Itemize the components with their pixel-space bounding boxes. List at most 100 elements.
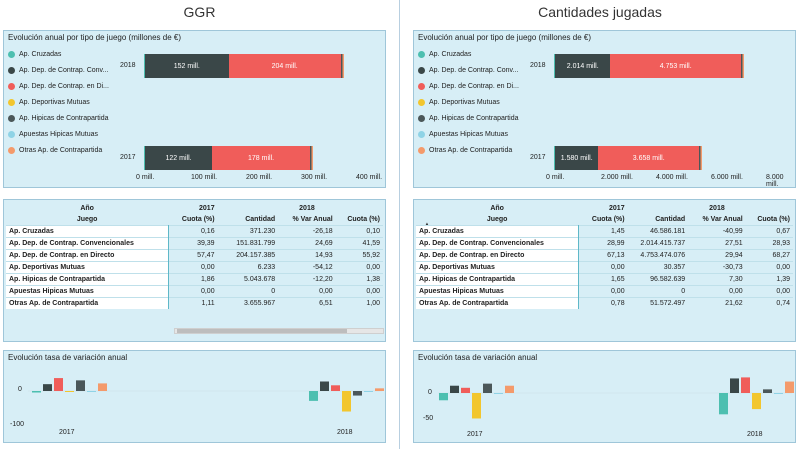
variation-bar[interactable] bbox=[472, 393, 481, 419]
bar-segment-directo[interactable]: 204 mill. bbox=[228, 54, 341, 78]
variation-bar[interactable] bbox=[342, 391, 351, 412]
header-var-anual[interactable]: % Var Anual bbox=[702, 215, 743, 223]
bar-segment-convencionales[interactable]: 1.580 mill. bbox=[555, 146, 599, 170]
variation-bar[interactable] bbox=[505, 385, 514, 393]
table-row[interactable]: Ap. Hipicas de Contrapartida 1,65 96.582.6… bbox=[416, 272, 793, 285]
header-game[interactable]: Juego bbox=[486, 215, 508, 223]
variation-bar[interactable] bbox=[785, 381, 794, 393]
variation-bar[interactable] bbox=[87, 391, 96, 392]
variation-bar[interactable] bbox=[375, 388, 384, 391]
header-year[interactable]: Año bbox=[80, 205, 94, 212]
ggr-table-scrollbar[interactable] bbox=[174, 328, 384, 334]
table-row[interactable]: Ap. Cruzadas 0,16 371.230 -26,18 0,10 bbox=[6, 224, 383, 237]
header-cuota-2018[interactable]: Cuota (%) bbox=[347, 215, 380, 223]
bar-segment-otros[interactable] bbox=[340, 54, 344, 78]
legend-item[interactable]: Ap. Cruzadas bbox=[8, 51, 61, 58]
ggr-bar-chart-panel[interactable]: Evolución anual por tipo de juego (millo… bbox=[3, 30, 386, 188]
legend-item[interactable]: Ap. Dep. de Contrap. en Di... bbox=[8, 83, 109, 90]
legend-item[interactable]: Ap. Dep. de Contrap. Conv... bbox=[418, 67, 518, 74]
table-row[interactable]: Ap. Hipicas de Contrapartida 1,86 5.043.67… bbox=[6, 272, 383, 285]
variation-bar[interactable] bbox=[353, 391, 362, 396]
table-row[interactable]: Otras Ap. de Contrapartida 1,11 3.655.967 6… bbox=[6, 296, 383, 309]
bar-segment-convencionales[interactable]: 122 mill. bbox=[145, 146, 213, 170]
legend-item[interactable]: Apuestas Hipicas Mutuas bbox=[418, 131, 508, 138]
variation-bar[interactable] bbox=[741, 377, 750, 393]
ggr-table-panel[interactable]: Año 2017 2018 Juego Cuota (%) Cantidad %… bbox=[3, 199, 386, 342]
legend-item[interactable]: Otras Ap. de Contrapartida bbox=[418, 147, 512, 154]
table-row[interactable]: Otras Ap. de Contrapartida 0,78 51.572.497… bbox=[416, 296, 793, 309]
table-row[interactable]: Ap. Deportivas Mutuas 0,00 30.357 -30,73 0,0… bbox=[416, 260, 793, 273]
legend-item[interactable]: Ap. Dep. de Contrap. Conv... bbox=[8, 67, 108, 74]
bar-segment-cruzadas[interactable] bbox=[554, 146, 555, 170]
header-2017[interactable]: 2017 bbox=[609, 205, 625, 212]
legend-item[interactable]: Ap. Hipicas de Contrapartida bbox=[8, 115, 109, 122]
variation-bar[interactable] bbox=[730, 378, 739, 393]
stacked-bar-2018[interactable]: 2.014 mill. 4.753 mill. bbox=[554, 54, 745, 78]
header-game[interactable]: Juego bbox=[76, 215, 98, 223]
variation-bar[interactable] bbox=[364, 391, 373, 392]
table-row[interactable]: Ap. Dep. de Contrap. en Directo 67,13 4.75… bbox=[416, 248, 793, 261]
variation-bar[interactable] bbox=[483, 383, 492, 393]
bar-segment-cruzadas[interactable] bbox=[144, 146, 145, 170]
legend-item[interactable]: Ap. Deportivas Mutuas bbox=[418, 99, 500, 106]
header-2017[interactable]: 2017 bbox=[199, 205, 215, 212]
variation-bar[interactable] bbox=[98, 383, 107, 391]
cant-table-panel[interactable]: ▲ Año 2017 2018 Juego Cuota (%) Cantidad… bbox=[413, 199, 796, 342]
variation-bar[interactable] bbox=[54, 378, 63, 391]
header-cantidad[interactable]: Cantidad bbox=[245, 215, 276, 223]
variation-bar[interactable] bbox=[32, 391, 41, 393]
legend-item[interactable]: Ap. Deportivas Mutuas bbox=[8, 99, 90, 106]
variation-bar[interactable] bbox=[763, 389, 772, 393]
table-row[interactable]: Ap. Deportivas Mutuas 0,00 6.233 -54,12 0,00 bbox=[6, 260, 383, 273]
header-var-anual[interactable]: % Var Anual bbox=[292, 215, 333, 223]
variation-bar[interactable] bbox=[752, 393, 761, 410]
variation-bar[interactable] bbox=[331, 385, 340, 391]
bar-segment-convencionales[interactable]: 2.014 mill. bbox=[555, 54, 611, 78]
bar-segment-otros[interactable] bbox=[309, 146, 313, 170]
variation-bar[interactable] bbox=[719, 393, 728, 415]
cant-variation-chart-panel[interactable]: Evolución tasa de variación anual 0 -50 … bbox=[413, 350, 796, 443]
ggr-scroll-thumb[interactable] bbox=[177, 329, 347, 333]
variation-bar[interactable] bbox=[320, 381, 329, 392]
header-year[interactable]: Año bbox=[490, 205, 504, 212]
header-2018[interactable]: 2018 bbox=[709, 205, 725, 212]
table-row[interactable]: Ap. Dep. de Contrap. en Directo 57,47 204.… bbox=[6, 248, 383, 261]
stacked-bar-2017[interactable]: 1.580 mill. 3.658 mill. bbox=[554, 146, 703, 170]
variation-bar[interactable] bbox=[43, 384, 52, 391]
variation-bar[interactable] bbox=[461, 387, 470, 393]
ggr-variation-chart-panel[interactable]: Evolución tasa de variación anual 0 -100… bbox=[3, 350, 386, 443]
stacked-bar-2018[interactable]: 152 mill. 204 mill. bbox=[144, 54, 344, 78]
variation-bar[interactable] bbox=[494, 393, 503, 394]
header-2018[interactable]: 2018 bbox=[299, 205, 315, 212]
bar-segment-otros[interactable] bbox=[699, 146, 703, 170]
variation-bar[interactable] bbox=[65, 391, 74, 392]
header-cantidad[interactable]: Cantidad bbox=[655, 215, 686, 223]
legend-item[interactable]: Ap. Dep. de Contrap. en Di... bbox=[418, 83, 519, 90]
variation-bar[interactable] bbox=[76, 380, 85, 391]
variation-bar[interactable] bbox=[450, 385, 459, 393]
bar-segment-cruzadas[interactable] bbox=[554, 54, 555, 78]
bar-segment-directo[interactable]: 3.658 mill. bbox=[598, 146, 700, 170]
bar-segment-otros[interactable] bbox=[741, 54, 745, 78]
bar-segment-cruzadas[interactable] bbox=[144, 54, 145, 78]
variation-bar[interactable] bbox=[309, 391, 318, 401]
legend-item[interactable]: Ap. Hipicas de Contrapartida bbox=[418, 115, 519, 122]
bar-segment-directo[interactable]: 4.753 mill. bbox=[610, 54, 742, 78]
legend-item[interactable]: Ap. Cruzadas bbox=[418, 51, 471, 58]
bar-segment-convencionales[interactable]: 152 mill. bbox=[145, 54, 229, 78]
header-cuota-2018[interactable]: Cuota (%) bbox=[757, 215, 790, 223]
header-cuota-2017[interactable]: Cuota (%) bbox=[591, 215, 625, 223]
header-cuota-2017[interactable]: Cuota (%) bbox=[181, 215, 215, 223]
table-row[interactable]: Apuestas Hipicas Mutuas 0,00 0 0,00 0,00 bbox=[416, 284, 793, 297]
cant-bar-chart-panel[interactable]: Evolución anual por tipo de juego (millo… bbox=[413, 30, 796, 188]
table-row[interactable]: Ap. Dep. de Contrap. Convencionales 39,39… bbox=[6, 236, 383, 249]
table-row[interactable]: Ap. Cruzadas 1,45 46.586.181 -40,99 0,67 bbox=[416, 224, 793, 237]
variation-bar[interactable] bbox=[439, 393, 448, 401]
bar-segment-directo[interactable]: 178 mill. bbox=[212, 146, 310, 170]
stacked-bar-2017[interactable]: 122 mill. 178 mill. bbox=[144, 146, 313, 170]
legend-item[interactable]: Otras Ap. de Contrapartida bbox=[8, 147, 102, 154]
table-row[interactable]: Apuestas Hipicas Mutuas 0,00 0 0,00 0,00 bbox=[6, 284, 383, 297]
table-row[interactable]: Ap. Dep. de Contrap. Convencionales 28,99… bbox=[416, 236, 793, 249]
legend-item[interactable]: Apuestas Hipicas Mutuas bbox=[8, 131, 98, 138]
variation-bar[interactable] bbox=[774, 393, 783, 394]
